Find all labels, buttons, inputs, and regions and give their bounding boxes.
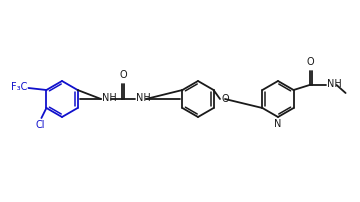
Text: N: N: [274, 119, 282, 129]
Text: NH: NH: [327, 79, 341, 89]
Text: Cl: Cl: [36, 120, 45, 130]
Text: F₃C: F₃C: [11, 82, 27, 92]
Text: NH: NH: [136, 93, 151, 103]
Text: NH: NH: [102, 93, 117, 103]
Text: O: O: [221, 94, 229, 104]
Text: O: O: [307, 57, 314, 67]
Text: O: O: [119, 70, 127, 80]
